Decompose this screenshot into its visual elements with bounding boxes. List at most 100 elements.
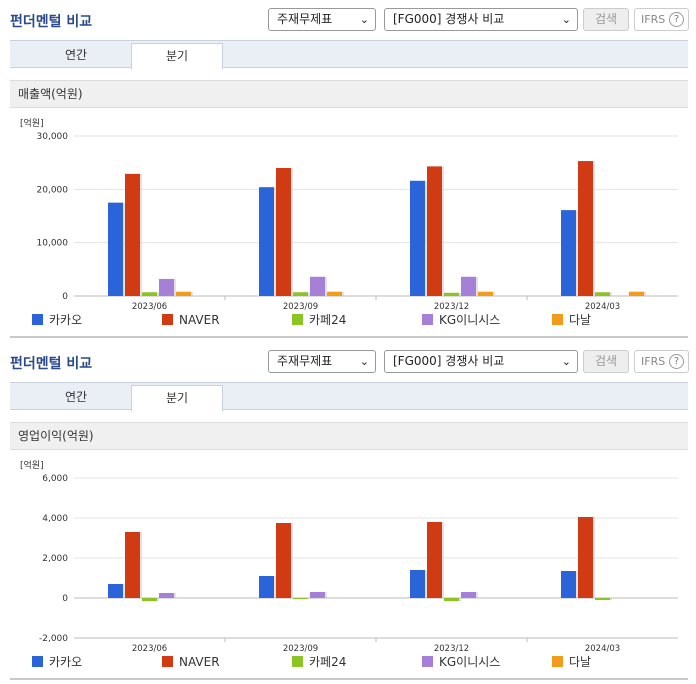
y-tick-label: 4,000 xyxy=(42,514,68,524)
bar xyxy=(142,292,157,296)
bar xyxy=(276,168,291,296)
bar xyxy=(125,173,140,296)
period-tabs: 연간 분기 xyxy=(10,40,688,70)
ifrs-label: IFRS xyxy=(641,355,666,368)
bar xyxy=(108,202,123,296)
bar xyxy=(276,523,291,598)
y-tick-label: 6,000 xyxy=(42,474,68,484)
x-tick-label: 2024/03 xyxy=(585,644,620,654)
bar xyxy=(595,598,610,600)
bar xyxy=(327,291,342,296)
bar xyxy=(427,522,442,598)
x-tick-label: 2024/03 xyxy=(585,302,620,312)
statement-type-select[interactable]: 주재무제표 ⌄ xyxy=(268,350,376,373)
tab-annual[interactable]: 연간 xyxy=(64,390,88,404)
tab-quarterly[interactable]: 분기 xyxy=(131,43,223,70)
divider xyxy=(10,678,688,680)
operating-profit-chart: [억원] 6,000 4,000 2,000 0 -2,000 2023/06 2023/09… xyxy=(10,450,688,680)
legend-label: 다날 xyxy=(569,313,591,327)
search-button[interactable]: 검색 xyxy=(583,350,629,373)
bar xyxy=(310,276,325,296)
bar xyxy=(444,292,459,296)
tab-quarterly[interactable]: 분기 xyxy=(131,385,223,412)
ifrs-help-button[interactable]: IFRS ? xyxy=(634,8,689,31)
x-tick-label: 2023/12 xyxy=(434,302,469,312)
question-icon: ? xyxy=(669,12,684,27)
legend-swatch xyxy=(162,656,173,667)
legend-label: 카페24 xyxy=(309,313,346,327)
metric-title: 매출액(억원) xyxy=(10,80,688,108)
statement-type-value: 주재무제표 xyxy=(277,12,333,26)
bar xyxy=(444,598,459,601)
bar xyxy=(478,291,493,296)
y-tick-label: 30,000 xyxy=(37,132,69,142)
y-tick-label: 20,000 xyxy=(37,185,69,195)
legend-label: KG이니시스 xyxy=(439,655,500,669)
legend-label: NAVER xyxy=(179,313,220,327)
legend-label: 카카오 xyxy=(49,313,82,327)
fundamental-compare-operating-profit: 펀더멘털 비교 주재무제표 ⌄ [FG000] 경쟁사 비교 ⌄ 검색 IFRS… xyxy=(0,342,696,684)
legend-label: KG이니시스 xyxy=(439,313,500,327)
divider xyxy=(10,336,688,338)
bar xyxy=(561,210,576,296)
bar xyxy=(293,598,308,599)
legend-label: NAVER xyxy=(179,655,220,669)
x-tick-label: 2023/12 xyxy=(434,644,469,654)
bar xyxy=(629,291,644,296)
statement-type-select[interactable]: 주재무제표 ⌄ xyxy=(268,8,376,31)
bar xyxy=(461,592,476,598)
peer-group-select[interactable]: [FG000] 경쟁사 비교 ⌄ xyxy=(384,8,578,31)
bar xyxy=(159,593,174,598)
bar xyxy=(410,180,425,296)
tab-annual[interactable]: 연간 xyxy=(64,48,88,62)
metric-title: 영업이익(억원) xyxy=(10,422,688,450)
bar xyxy=(578,517,593,598)
ifrs-label: IFRS xyxy=(641,13,666,26)
legend-swatch xyxy=(32,656,43,667)
legend-label: 카카오 xyxy=(49,655,82,669)
search-button[interactable]: 검색 xyxy=(583,8,629,31)
chevron-down-icon: ⌄ xyxy=(359,13,369,26)
legend-swatch xyxy=(292,314,303,325)
period-tabs: 연간 분기 xyxy=(10,382,688,412)
bar xyxy=(427,166,442,296)
legend-swatch xyxy=(422,656,433,667)
bar xyxy=(259,576,274,598)
x-tick-label: 2023/09 xyxy=(283,644,318,654)
bar xyxy=(595,292,610,296)
y-tick-label: -2,000 xyxy=(39,634,68,644)
chart-svg: [억원] 30,000 20,000 10,000 0 2023/06 2023/09 202… xyxy=(20,117,678,327)
x-tick-label: 2023/06 xyxy=(132,302,167,312)
question-icon: ? xyxy=(669,354,684,369)
unit-label: [억원] xyxy=(20,117,44,129)
fundamental-compare-revenue: 펀더멘털 비교 주재무제표 ⌄ [FG000] 경쟁사 비교 ⌄ 검색 IFRS… xyxy=(0,0,696,338)
y-tick-label: 2,000 xyxy=(42,554,68,564)
compare-header: 펀더멘털 비교 주재무제표 ⌄ [FG000] 경쟁사 비교 ⌄ 검색 IFRS… xyxy=(0,342,696,382)
x-tick-label: 2023/06 xyxy=(132,644,167,654)
peer-group-select[interactable]: [FG000] 경쟁사 비교 ⌄ xyxy=(384,350,578,373)
ifrs-help-button[interactable]: IFRS ? xyxy=(634,350,689,373)
bar xyxy=(159,278,174,296)
x-tick-label: 2023/09 xyxy=(283,302,318,312)
chart-svg: [억원] 6,000 4,000 2,000 0 -2,000 2023/06 2023/09… xyxy=(20,459,678,669)
legend-swatch xyxy=(32,314,43,325)
unit-label: [억원] xyxy=(20,459,44,471)
section-title: 펀더멘털 비교 xyxy=(10,14,93,30)
bar xyxy=(176,291,191,296)
legend-swatch xyxy=(162,314,173,325)
statement-type-value: 주재무제표 xyxy=(277,354,333,368)
y-tick-label: 10,000 xyxy=(37,239,69,249)
section-title: 펀더멘털 비교 xyxy=(10,356,93,372)
chevron-down-icon: ⌄ xyxy=(561,355,571,368)
peer-group-value: [FG000] 경쟁사 비교 xyxy=(393,12,505,26)
legend-swatch xyxy=(422,314,433,325)
y-tick-label: 0 xyxy=(62,292,68,302)
revenue-chart: [억원] 30,000 20,000 10,000 0 2023/06 2023/09 202… xyxy=(10,108,688,338)
legend-swatch xyxy=(552,656,563,667)
bar xyxy=(578,161,593,296)
compare-header: 펀더멘털 비교 주재무제표 ⌄ [FG000] 경쟁사 비교 ⌄ 검색 IFRS… xyxy=(0,0,696,40)
bar xyxy=(310,592,325,598)
bar xyxy=(125,532,140,598)
bar xyxy=(108,584,123,598)
bar xyxy=(461,276,476,296)
